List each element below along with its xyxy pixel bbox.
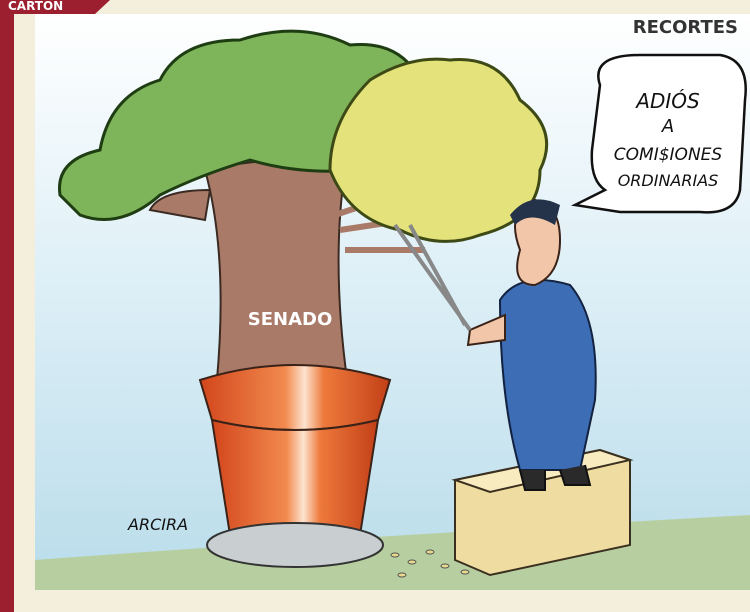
saucer [207, 523, 383, 567]
cartoon: SENADO ADIÓS A COMI$IONES ORDINARIAS REC… [35, 14, 750, 590]
speech-line: ORDINARIAS [618, 171, 719, 190]
pot-rim [200, 365, 390, 430]
speech-line: COMI$IONES [614, 145, 723, 165]
trunk [205, 160, 350, 400]
page: CARTÓN SENADO [0, 0, 750, 612]
caption: RECORTES [633, 17, 738, 38]
trunk-label: SENADO [248, 309, 333, 330]
speech-line: A [661, 116, 674, 137]
signature: ARCIRA [127, 515, 188, 534]
section-label: CARTÓN [8, 0, 63, 13]
speech-line: ADIÓS [634, 89, 700, 113]
